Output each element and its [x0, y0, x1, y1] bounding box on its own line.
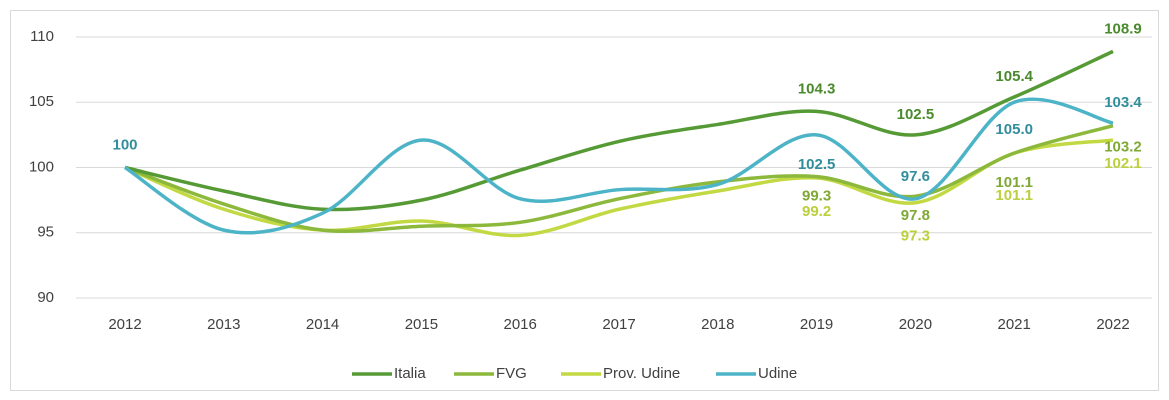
- data-label: 105.0: [995, 121, 1033, 138]
- x-tick-label: 2012: [108, 316, 141, 333]
- y-tick-label: 95: [37, 224, 54, 241]
- x-tick-label: 2020: [899, 316, 932, 333]
- data-label: 101.1: [995, 174, 1033, 191]
- data-label: 104.3: [798, 80, 836, 97]
- legend-label: FVG: [496, 365, 527, 382]
- data-label: 103.2: [1104, 139, 1142, 156]
- y-tick-label: 90: [37, 289, 54, 306]
- legend-label: Prov. Udine: [603, 365, 680, 382]
- data-label: 103.4: [1104, 94, 1142, 111]
- y-tick-label: 100: [29, 158, 54, 175]
- data-label: 105.4: [995, 68, 1033, 85]
- x-tick-label: 2021: [998, 316, 1031, 333]
- x-tick-label: 2022: [1096, 316, 1129, 333]
- data-label: 97.8: [901, 207, 930, 224]
- data-label: 101.1: [995, 187, 1033, 204]
- x-tick-label: 2018: [701, 316, 734, 333]
- x-tick-label: 2017: [602, 316, 635, 333]
- line-series: [124, 49, 1114, 212]
- data-label: 99.2: [802, 203, 831, 220]
- data-label: 100: [112, 136, 137, 153]
- y-tick-label: 105: [29, 93, 54, 110]
- x-tick-label: 2016: [504, 316, 537, 333]
- data-label: 102.5: [897, 106, 935, 123]
- line-series: [124, 124, 1114, 234]
- x-tick-label: 2019: [800, 316, 833, 333]
- data-label: 102.5: [798, 156, 836, 173]
- y-tick-label: 110: [30, 28, 54, 45]
- data-label: 97.3: [901, 228, 930, 245]
- legend-label: Italia: [394, 365, 426, 382]
- legend-label: Udine: [758, 365, 797, 382]
- x-tick-label: 2015: [405, 316, 438, 333]
- x-tick-label: 2014: [306, 316, 339, 333]
- data-label: 108.9: [1104, 20, 1142, 37]
- data-label: 102.1: [1104, 155, 1142, 172]
- data-label: 99.3: [802, 188, 831, 205]
- data-label: 97.6: [901, 168, 930, 185]
- chart-frame: [10, 10, 1159, 391]
- x-tick-label: 2013: [207, 316, 240, 333]
- line-series: [124, 97, 1114, 235]
